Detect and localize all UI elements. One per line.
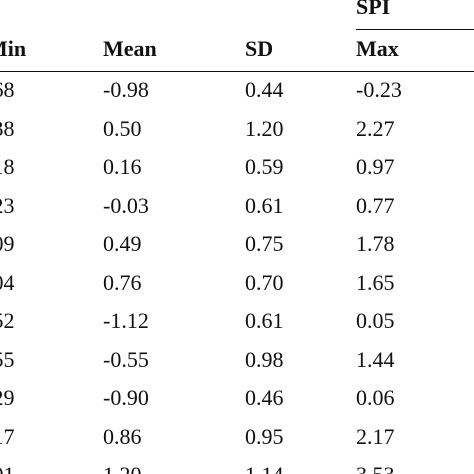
cell-mean: -0.98: [103, 77, 149, 102]
cell-sd: 0.61: [245, 308, 284, 333]
header-rule: [0, 71, 474, 72]
cell-min: .68: [0, 77, 15, 102]
column-header-mean: Mean: [103, 36, 157, 61]
cell-max: 0.05: [356, 308, 395, 333]
cell-mean: -0.55: [103, 346, 149, 372]
cell-max: 0.77: [356, 192, 395, 218]
cell-mean: 0.86: [103, 423, 142, 449]
cell-sd: 0.70: [245, 269, 284, 295]
column-header-max: Max: [356, 36, 399, 61]
cell-mean: 0.49: [103, 231, 142, 256]
cell-mean: 0.76: [103, 269, 142, 295]
column-header-min: Min: [0, 36, 27, 61]
group-header-rule: [356, 29, 474, 30]
cell-mean: 0.16: [103, 154, 142, 179]
cell-sd: 1.14: [245, 460, 284, 474]
group-header-spi: SPI: [356, 0, 391, 19]
cell-sd: 0.61: [245, 192, 284, 218]
cell-min: .23: [0, 192, 15, 218]
cell-min: .17: [0, 423, 15, 449]
cell-min: .52: [0, 308, 15, 333]
cell-sd: 0.98: [245, 346, 284, 372]
cell-sd: 0.59: [245, 154, 284, 179]
cell-max: -0.23: [356, 77, 402, 102]
cell-max: 2.17: [356, 423, 395, 449]
cell-min: .29: [0, 385, 15, 410]
cell-mean: -0.90: [103, 385, 149, 410]
cell-sd: 1.20: [245, 115, 284, 141]
cell-max: 0.06: [356, 385, 395, 410]
cell-max: 3.53: [356, 460, 395, 474]
cell-min: .01: [0, 460, 15, 474]
cell-sd: 0.44: [245, 77, 284, 102]
cell-mean: -0.03: [103, 192, 149, 218]
cell-mean: 0.50: [103, 115, 142, 141]
cell-max: 1.44: [356, 346, 395, 372]
cell-min: .38: [0, 115, 15, 141]
cell-min: .18: [0, 154, 15, 179]
cell-mean: 1.20: [103, 460, 142, 474]
cell-min: .09: [0, 231, 15, 256]
cell-max: 1.65: [356, 269, 395, 295]
cell-max: 0.97: [356, 154, 395, 179]
cell-sd: 0.46: [245, 385, 284, 410]
column-header-sd: SD: [245, 36, 274, 61]
cell-max: 1.78: [356, 231, 395, 256]
cell-max: 2.27: [356, 115, 395, 141]
cell-min: .04: [0, 269, 15, 295]
cell-sd: 0.75: [245, 231, 284, 256]
cell-mean: -1.12: [103, 308, 149, 333]
cell-min: .55: [0, 346, 15, 372]
cell-sd: 0.95: [245, 423, 284, 449]
